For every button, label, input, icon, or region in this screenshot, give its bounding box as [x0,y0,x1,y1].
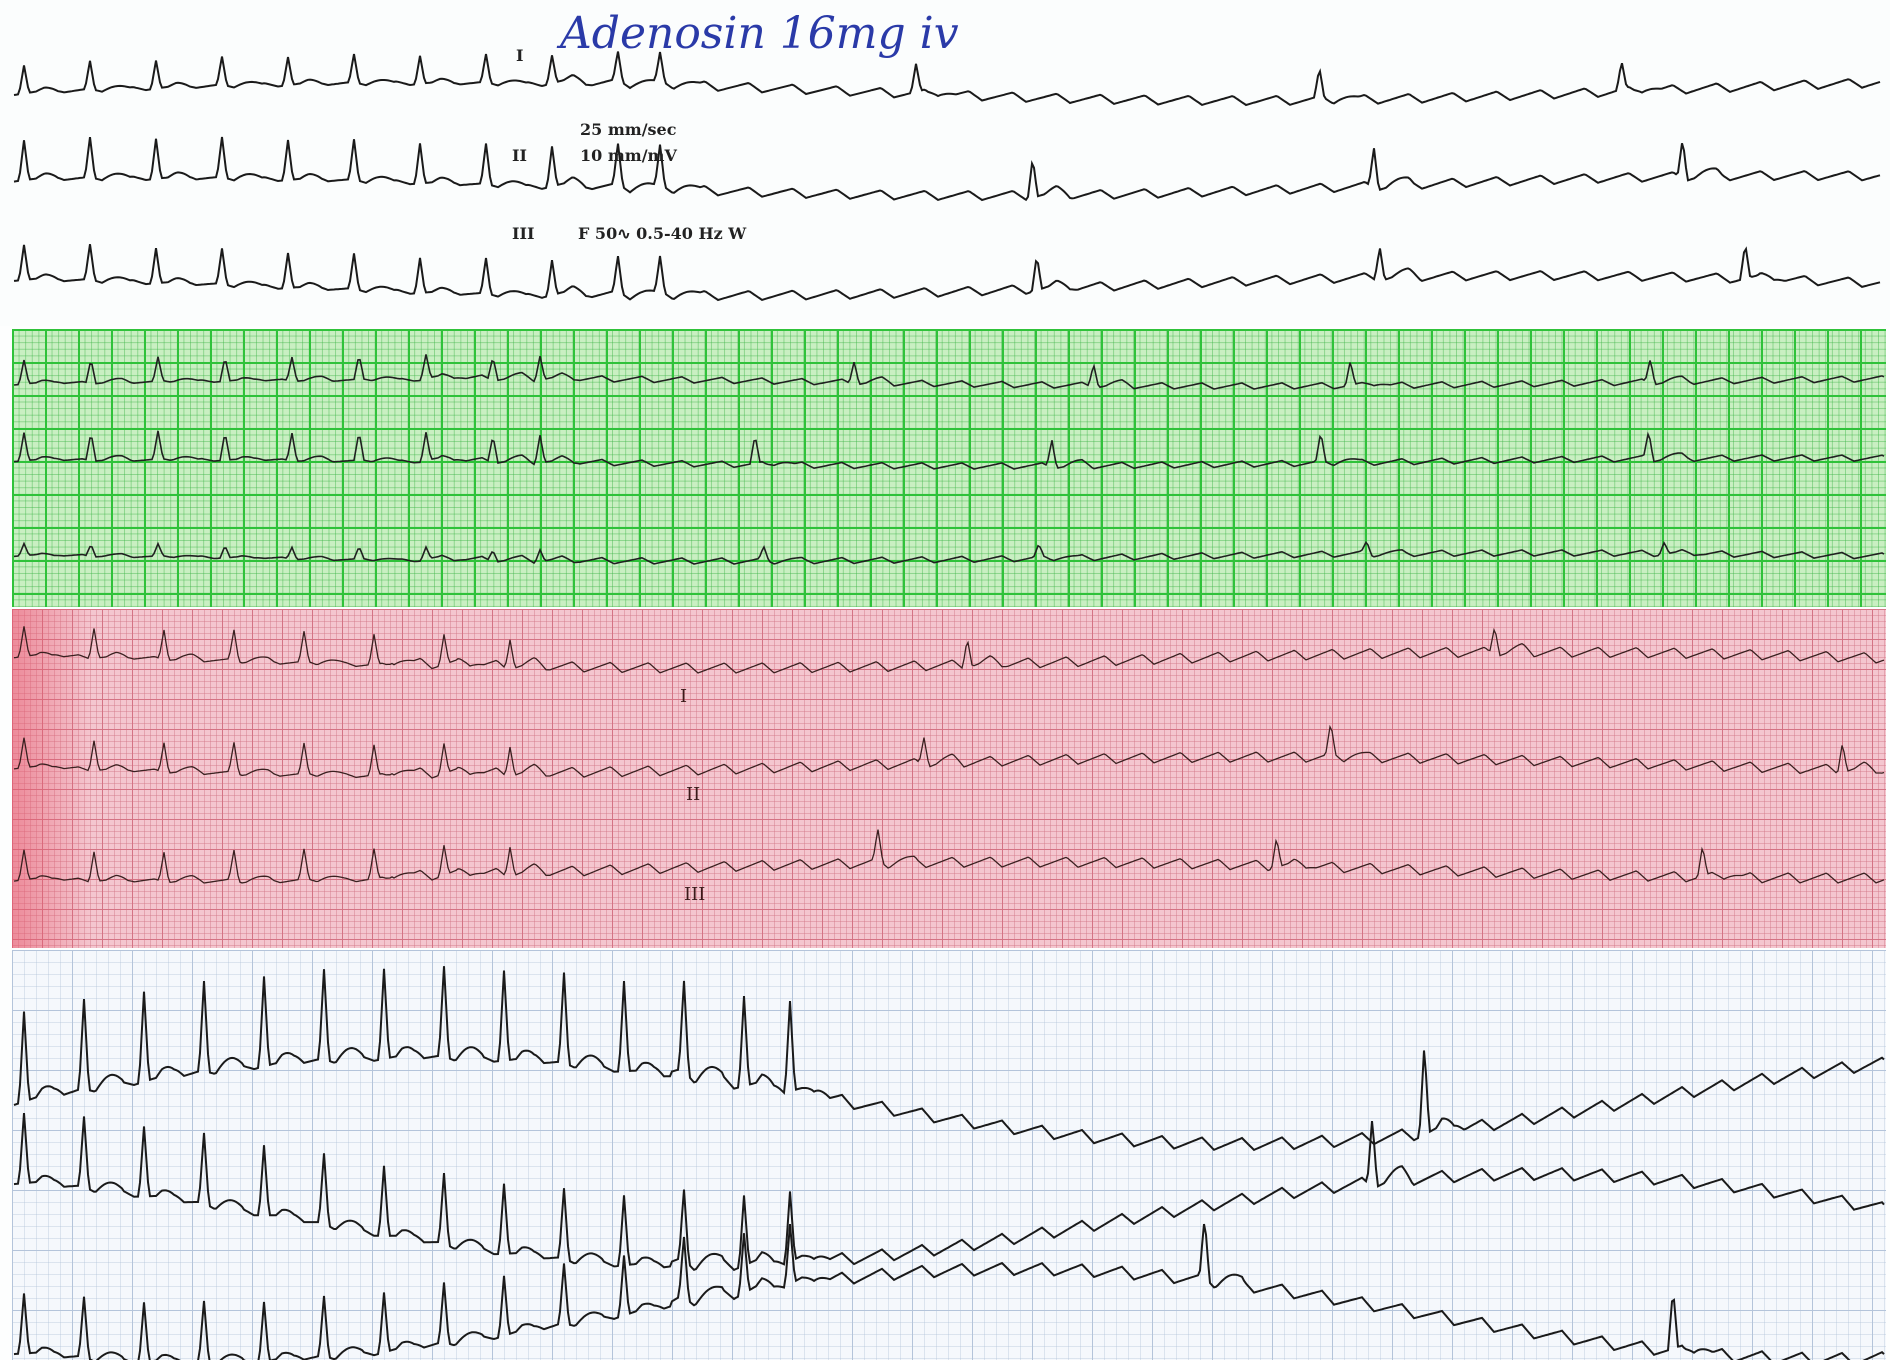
ecg-trace [13,51,1881,107]
lead-label: I [680,686,688,707]
gain-label: 10 mm/mV [580,146,677,165]
lead-label: II [512,146,527,165]
ecg-trace [13,354,1885,390]
ecg-trace [13,540,1885,565]
handwritten-note: Adenosin 16mg iv [560,8,959,59]
lead-label: I [516,46,524,65]
ecg-trace [13,966,1885,1152]
ecg-trace [13,724,1885,779]
filter-label: F 50∿ 0.5-40 Hz W [578,224,747,243]
ecg-trace [13,136,1881,202]
ecg-trace [13,1113,1885,1272]
ecg-trace [13,829,1885,884]
strip-recorder [0,0,1890,326]
strip-green [12,329,1886,607]
ecg-trace [13,626,1885,674]
strip-pink [12,609,1886,948]
lead-label: III [684,884,706,905]
lead-label: II [686,784,701,805]
ecg-trace [13,1223,1885,1360]
speed-label: 25 mm/sec [580,120,677,139]
lead-label: III [512,224,535,243]
ecg-trace [13,244,1881,302]
ecg-trace [13,430,1885,470]
